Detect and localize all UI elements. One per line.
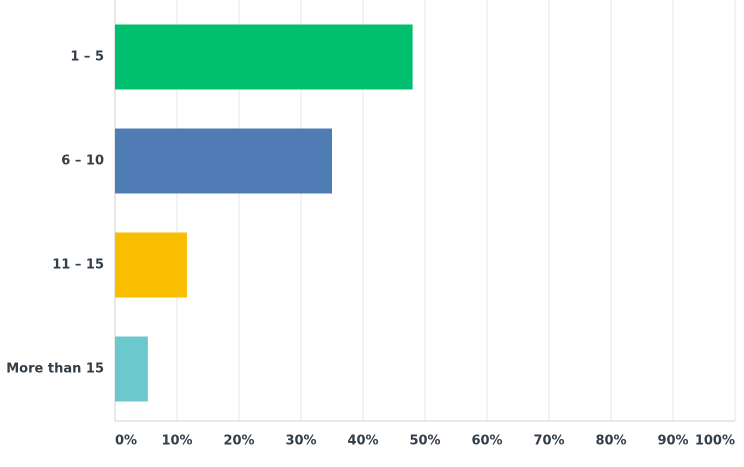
x-tick-label: 0% [115, 434, 137, 449]
x-tick-label: 100% [695, 434, 735, 449]
bar [115, 128, 332, 194]
y-tick-label: 6 – 10 [61, 154, 104, 169]
x-tick-label: 90% [657, 434, 688, 449]
x-tick-label: 40% [347, 434, 378, 449]
bar [115, 24, 413, 90]
x-tick-label: 60% [471, 434, 502, 449]
x-tick-label: 80% [595, 434, 626, 449]
x-tick-label: 30% [285, 434, 316, 449]
x-tick-label: 10% [161, 434, 192, 449]
bar [115, 232, 187, 298]
y-tick-label: 11 – 15 [52, 258, 104, 273]
bar [115, 336, 148, 402]
x-tick-label: 70% [533, 434, 564, 449]
x-tick-label: 50% [409, 434, 440, 449]
y-tick-label: More than 15 [6, 362, 104, 377]
y-tick-label: 1 – 5 [70, 50, 104, 65]
x-tick-label: 20% [223, 434, 254, 449]
